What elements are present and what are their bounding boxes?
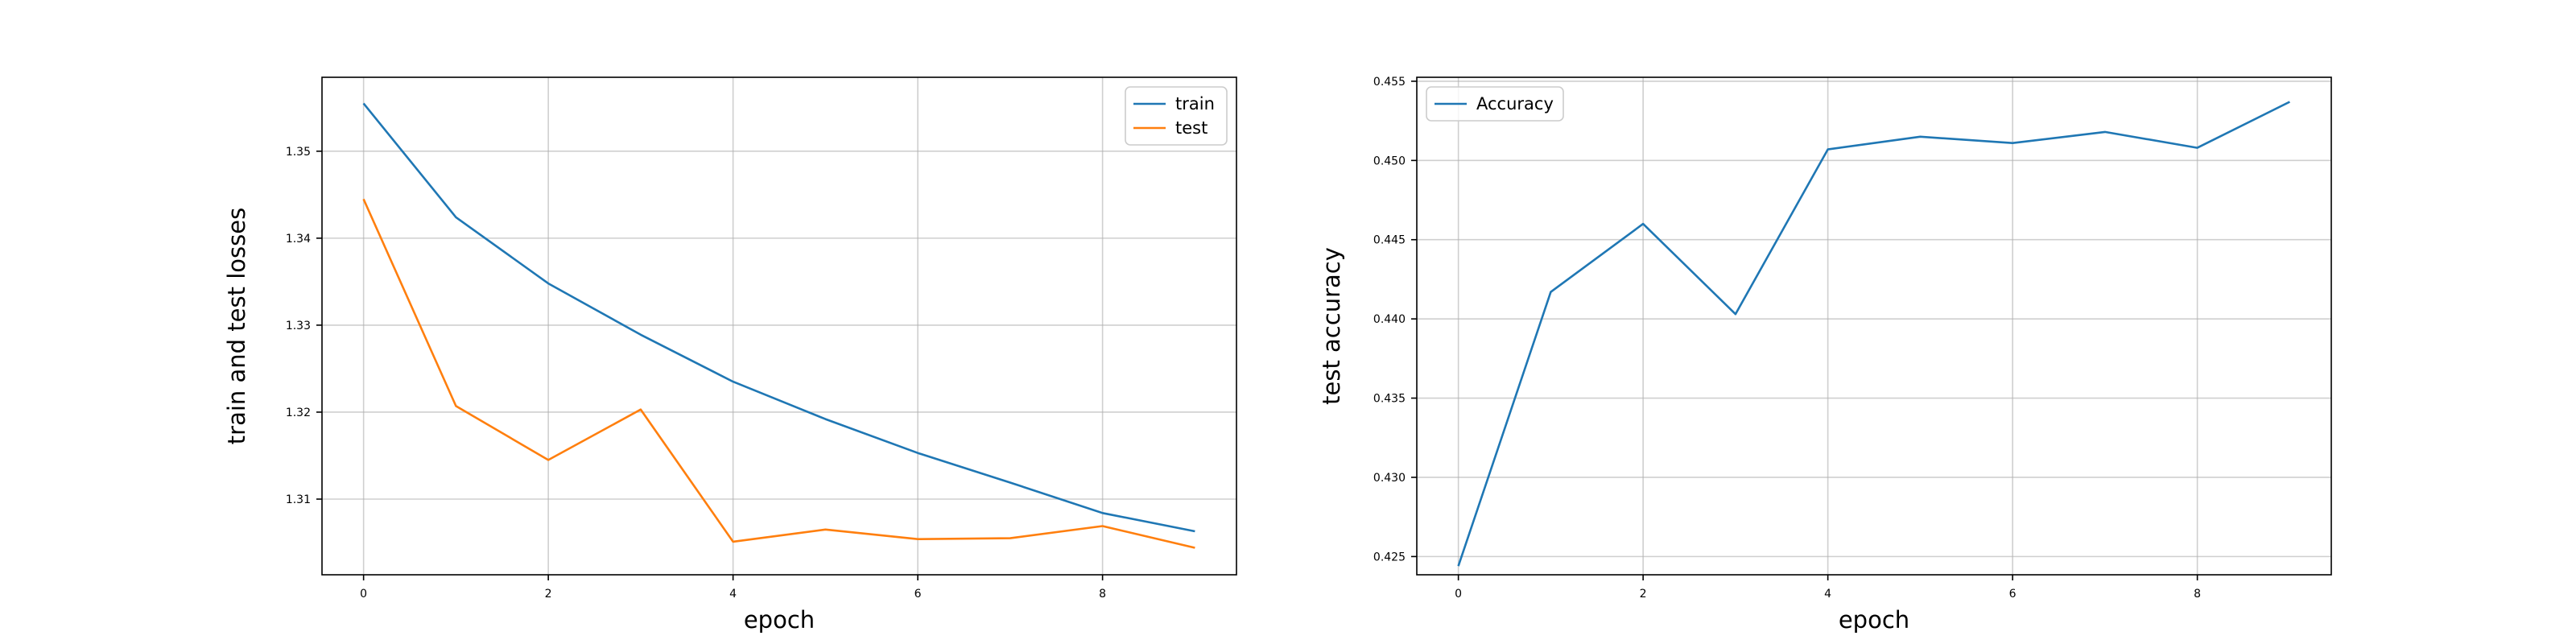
y-tick-label: 0.430 [1373,472,1406,485]
y-tick-label: 0.425 [1373,551,1406,564]
y-axis-label: train and test losses [223,208,250,444]
x-tick-label: 6 [2009,588,2017,601]
loss-chart: 0 2 4 6 8 1.31 1.32 1.33 1.34 1.35 epoch train and … [223,76,1237,634]
legend-box [1125,86,1228,146]
x-axis-label: epoch [1839,606,1909,634]
y-tick-label: 1.35 [286,146,311,159]
x-tick-label: 4 [729,588,737,601]
y-tick-label: 0.450 [1373,155,1406,167]
legend-label: test [1175,118,1208,138]
legend: Accuracy [1426,86,1564,122]
accuracy-chart: 0 2 4 6 8 0.425 0.430 0.435 0.440 0.445 0.450 0.455… [1318,76,2332,634]
legend: train test [1125,86,1228,146]
legend-label: train [1175,94,1215,114]
x-tick-label: 8 [2194,588,2201,601]
y-axis-label: test accuracy [1318,247,1345,405]
x-tick-label: 0 [360,588,367,601]
series-line-test [362,198,1195,549]
series-line-accuracy [1457,101,2290,567]
y-tick-label: 0.455 [1373,76,1406,89]
plot-frame [1416,76,2332,576]
y-tick-label: 1.33 [286,320,311,332]
x-tick-label: 0 [1455,588,1462,601]
y-tick-label: 0.440 [1373,313,1406,326]
y-tick-label: 1.32 [286,407,311,419]
y-tick-label: 0.445 [1373,234,1406,247]
plot-frame [321,76,1237,576]
y-tick-label: 0.435 [1373,393,1406,406]
series-line-train [362,102,1195,533]
x-tick-label: 6 [914,588,922,601]
y-tick-label: 1.34 [286,233,311,246]
x-tick-label: 8 [1099,588,1106,601]
x-axis-label: epoch [744,606,815,634]
x-tick-label: 2 [545,588,552,601]
y-tick-label: 1.31 [286,493,311,506]
x-tick-label: 2 [1640,588,1647,601]
legend-label: Accuracy [1476,94,1554,114]
legend-box [1426,86,1564,122]
x-tick-label: 4 [1824,588,1831,601]
